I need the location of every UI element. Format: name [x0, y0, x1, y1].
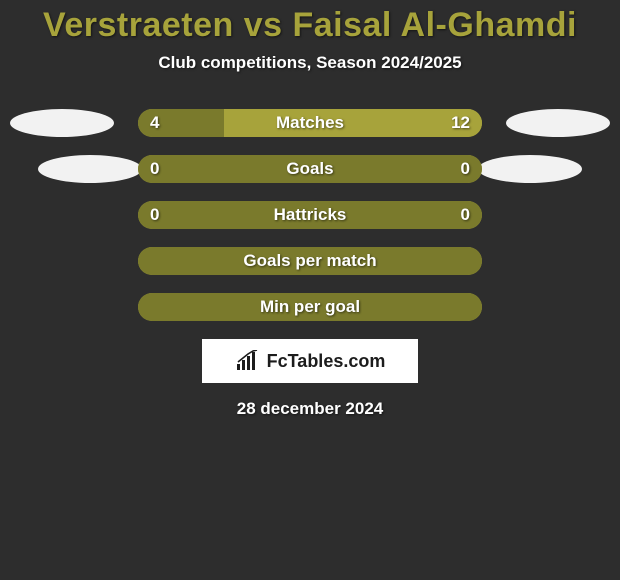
stat-row: Min per goal	[0, 293, 620, 321]
stat-bar-left	[138, 247, 482, 275]
stat-value-right: 0	[461, 155, 470, 183]
player-flag-right	[478, 155, 582, 183]
player-flag-left	[38, 155, 142, 183]
stat-bar-track	[138, 201, 482, 229]
stat-value-left: 0	[150, 201, 159, 229]
stat-row: Hattricks00	[0, 201, 620, 229]
brand-text: FcTables.com	[267, 351, 386, 372]
brand-chart-icon	[235, 350, 261, 372]
stat-bar-track	[138, 293, 482, 321]
player-flag-left	[10, 109, 114, 137]
stat-bar-left	[138, 201, 482, 229]
stat-bar-right	[224, 109, 482, 137]
page-title: Verstraeten vs Faisal Al-Ghamdi	[0, 6, 620, 45]
stat-bar-track	[138, 109, 482, 137]
stat-row: Goals00	[0, 155, 620, 183]
stat-value-right: 0	[461, 201, 470, 229]
stat-value-left: 4	[150, 109, 159, 137]
stat-bar-left	[138, 293, 482, 321]
player-flag-right	[506, 109, 610, 137]
stats-list: Matches412Goals00Hattricks00Goals per ma…	[0, 109, 620, 321]
comparison-card: Verstraeten vs Faisal Al-Ghamdi Club com…	[0, 0, 620, 580]
stat-row: Goals per match	[0, 247, 620, 275]
stat-value-right: 12	[451, 109, 470, 137]
stat-value-left: 0	[150, 155, 159, 183]
subtitle: Club competitions, Season 2024/2025	[0, 53, 620, 73]
stat-bar-track	[138, 247, 482, 275]
stat-bar-track	[138, 155, 482, 183]
brand-badge: FcTables.com	[202, 339, 418, 383]
date-text: 28 december 2024	[0, 399, 620, 419]
stat-bar-left	[138, 155, 482, 183]
stat-row: Matches412	[0, 109, 620, 137]
